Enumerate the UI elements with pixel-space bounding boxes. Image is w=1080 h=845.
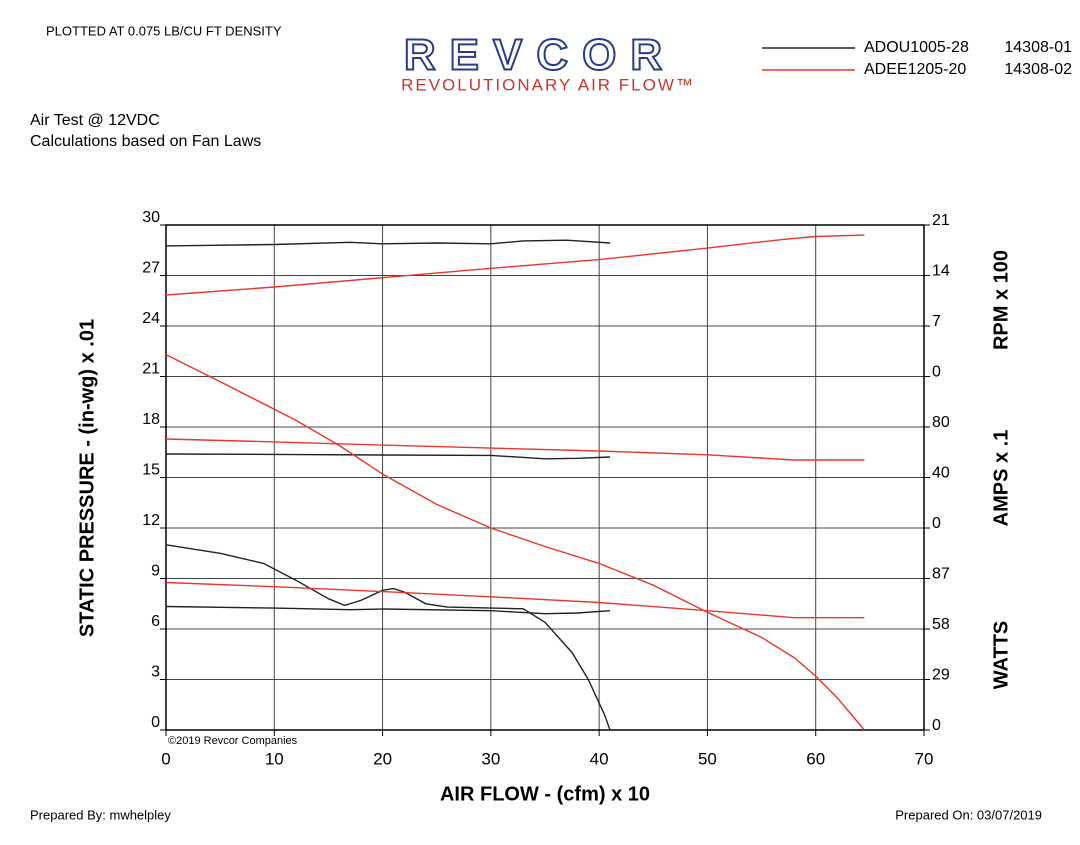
y-tick-label: 0 bbox=[151, 714, 160, 731]
y-tick-label: 6 bbox=[151, 613, 160, 630]
right-tick-label: 0 bbox=[932, 717, 941, 734]
curve-pressure bbox=[165, 353, 865, 731]
y-tick-label: 21 bbox=[142, 361, 160, 378]
copyright: ©2019 Revcor Companies bbox=[168, 735, 298, 747]
plot-frame bbox=[165, 224, 925, 731]
y-axis-label: STATIC PRESSURE - (in-wg) x .01 bbox=[76, 319, 98, 637]
legend-name: ADEE1205-20 bbox=[864, 61, 966, 78]
x-tick-label: 50 bbox=[698, 749, 717, 768]
y-tick-label: 27 bbox=[142, 260, 160, 277]
logo: REVCOR bbox=[404, 31, 676, 80]
x-tick-label: 10 bbox=[265, 749, 284, 768]
right-tick-label: 80 bbox=[932, 414, 950, 431]
legend-name: ADOU1005-28 bbox=[864, 39, 969, 56]
test-note: Air Test @ 12VDC bbox=[30, 112, 160, 129]
y-tick-label: 18 bbox=[142, 411, 160, 428]
density-note: PLOTTED AT 0.075 LB/CU FT DENSITY bbox=[46, 23, 282, 38]
prepared-on: Prepared On: 03/07/2019 bbox=[895, 807, 1042, 822]
x-tick-label: 30 bbox=[481, 749, 500, 768]
y-tick-label: 24 bbox=[142, 310, 160, 327]
y-tick-label: 3 bbox=[151, 664, 160, 681]
legend-code: 14308-02 bbox=[1004, 61, 1072, 78]
curve-watts bbox=[165, 581, 865, 619]
y-tick-label: 30 bbox=[142, 209, 160, 226]
right-tick-label: 40 bbox=[932, 465, 950, 482]
logo-tagline: REVOLUTIONARY AIR FLOW™ bbox=[401, 75, 695, 94]
right-tick-label: 0 bbox=[932, 515, 941, 532]
x-tick-label: 70 bbox=[915, 749, 934, 768]
right-tick-label: 21 bbox=[932, 212, 950, 229]
right-tick-label: 7 bbox=[932, 313, 941, 330]
x-tick-label: 60 bbox=[806, 749, 825, 768]
x-axis-label: AIR FLOW - (cfm) x 10 bbox=[440, 783, 650, 805]
calc-note: Calculations based on Fan Laws bbox=[30, 133, 261, 150]
curve-pressure bbox=[165, 544, 611, 731]
y-tick-label: 9 bbox=[151, 563, 160, 580]
y-tick-label: 15 bbox=[142, 462, 160, 479]
curve-rpm bbox=[165, 234, 865, 296]
right-tick-label: 87 bbox=[932, 566, 950, 583]
legend-code: 14308-01 bbox=[1004, 39, 1072, 56]
y-tick-label: 12 bbox=[142, 512, 160, 529]
right-axis-label: AMPS x .1 bbox=[990, 430, 1012, 527]
prepared-by: Prepared By: mwhelpley bbox=[30, 807, 171, 822]
curve-watts bbox=[165, 605, 611, 615]
x-tick-label: 20 bbox=[373, 749, 392, 768]
curve-amps bbox=[165, 438, 865, 461]
right-axis-label: WATTS bbox=[990, 621, 1012, 690]
x-tick-label: 0 bbox=[161, 749, 170, 768]
right-tick-label: 14 bbox=[932, 263, 950, 280]
curve-rpm bbox=[165, 239, 611, 247]
x-tick-label: 40 bbox=[590, 749, 609, 768]
curve-amps bbox=[165, 453, 611, 460]
right-axis-label: RPM x 100 bbox=[990, 250, 1012, 350]
right-tick-label: 0 bbox=[932, 364, 941, 381]
right-tick-label: 58 bbox=[932, 616, 950, 633]
right-tick-label: 29 bbox=[932, 667, 950, 684]
